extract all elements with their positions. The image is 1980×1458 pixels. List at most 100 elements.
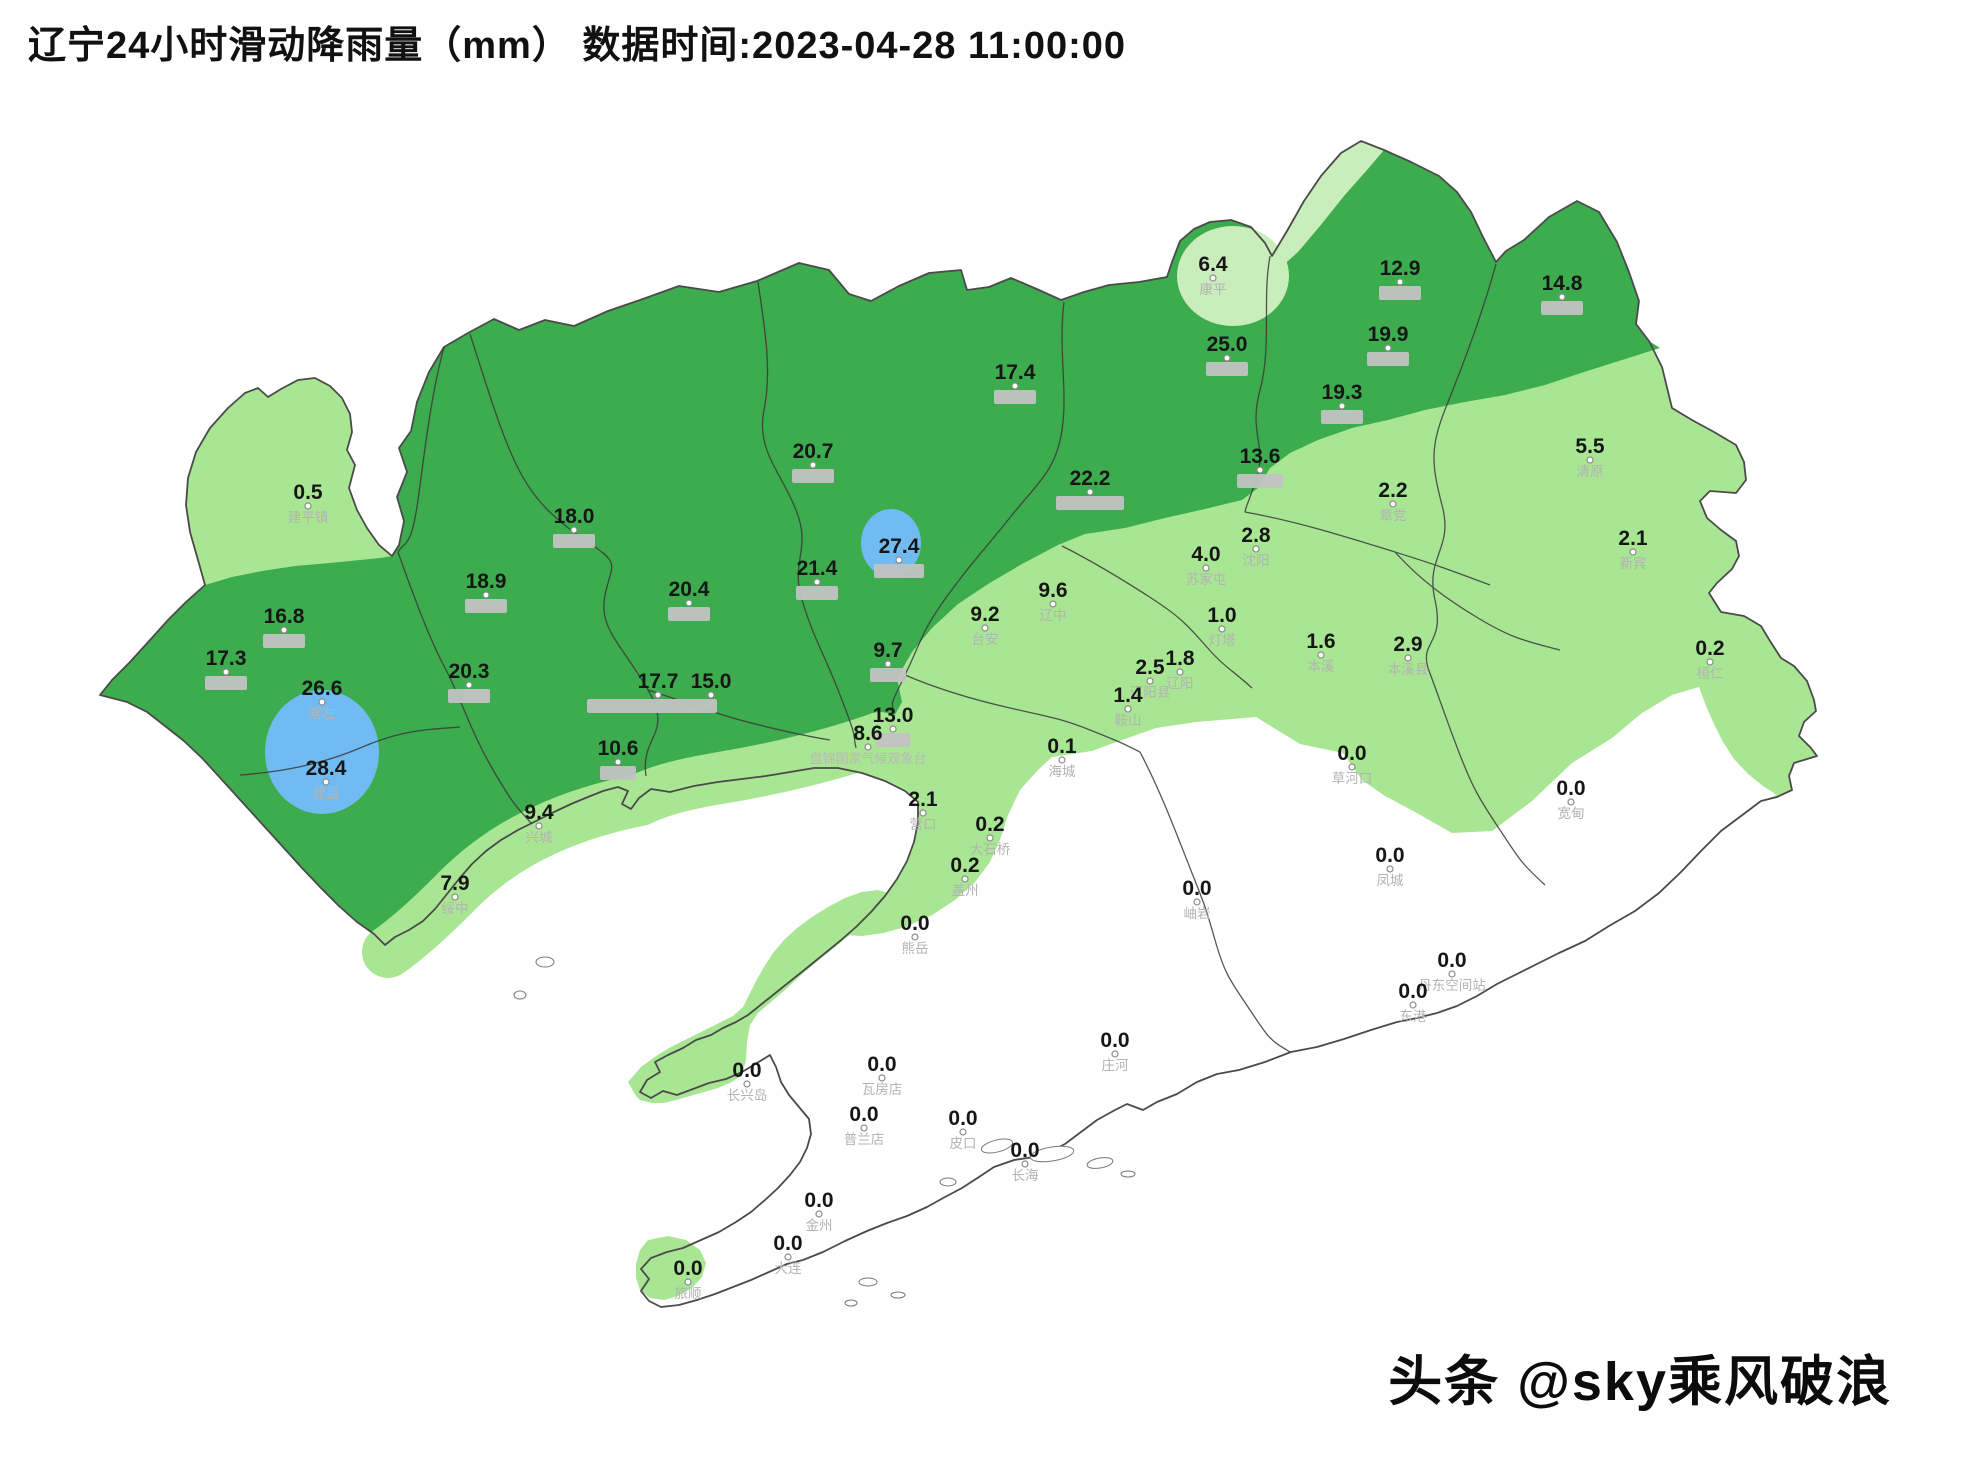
station-name: 盖州 bbox=[952, 883, 979, 898]
station-marker: 27.4 bbox=[874, 535, 924, 578]
station-value: 0.1 bbox=[1047, 735, 1077, 758]
station-dot bbox=[1124, 705, 1132, 713]
station-marker: 9.6 辽中 bbox=[1038, 579, 1067, 623]
station-marker: 28.4 建昌 bbox=[306, 757, 347, 801]
station-marker: 2.1 新宾 bbox=[1618, 527, 1648, 571]
station-dot bbox=[322, 778, 330, 786]
station-dot bbox=[535, 822, 543, 830]
station-marker: 0.0 东港 bbox=[1398, 980, 1427, 1024]
station-name-blurred bbox=[1056, 496, 1124, 510]
region-pale-pocket bbox=[1177, 226, 1289, 326]
station-name-blurred bbox=[1541, 301, 1583, 315]
station-marker: 0.5 建平镇 bbox=[288, 481, 329, 525]
station-name-blurred bbox=[1206, 362, 1248, 376]
station-value: 18.0 bbox=[554, 505, 595, 528]
station-name-blurred bbox=[587, 699, 717, 713]
station-marker: 0.0 熊岳 bbox=[900, 912, 929, 956]
watermark: 头条 @sky乘风破浪 bbox=[1388, 1352, 1892, 1412]
station-name: 绥中 bbox=[442, 901, 469, 916]
station-name: 普兰店 bbox=[844, 1132, 885, 1147]
station-name-blurred bbox=[876, 733, 910, 747]
station-value: 6.4 bbox=[1198, 253, 1228, 276]
station-name: 辽中 bbox=[1040, 608, 1067, 623]
station-value: 2.1 bbox=[908, 788, 938, 811]
station-name-blurred bbox=[465, 599, 507, 613]
station-value: 17.7 bbox=[638, 670, 679, 693]
station-name: 草河口 bbox=[1332, 771, 1373, 786]
station-marker: 0.0 旅顺 bbox=[673, 1257, 702, 1301]
station-value: 9.6 bbox=[1038, 579, 1067, 602]
station-name-blurred bbox=[1379, 286, 1421, 300]
station-name: 沈阳 bbox=[1243, 553, 1270, 568]
station-dot bbox=[654, 691, 662, 699]
station-dot bbox=[784, 1253, 792, 1261]
region-pale-fringe bbox=[1272, 141, 1384, 268]
station-marker: 4.0 苏家屯 bbox=[1186, 543, 1227, 587]
station-name-blurred bbox=[1321, 410, 1363, 424]
station-value: 26.6 bbox=[302, 677, 343, 700]
station-marker: 17.7 bbox=[638, 670, 679, 699]
station-marker: 0.0 金州 bbox=[804, 1189, 833, 1233]
station-marker: 0.0 大连 bbox=[773, 1232, 802, 1276]
station-marker: 0.2 盖州 bbox=[950, 854, 979, 898]
station-dot bbox=[813, 578, 821, 586]
station-dot bbox=[614, 758, 622, 766]
station-dot bbox=[1706, 658, 1714, 666]
station-value: 28.4 bbox=[306, 757, 347, 780]
station-value: 9.7 bbox=[873, 639, 902, 662]
station-dot bbox=[280, 626, 288, 634]
station-value: 14.8 bbox=[1542, 272, 1583, 295]
station-value: 13.0 bbox=[873, 704, 914, 727]
station-dot bbox=[1111, 1050, 1119, 1058]
station-value: 20.7 bbox=[793, 440, 834, 463]
station-dot bbox=[1223, 354, 1231, 362]
station-value: 10.6 bbox=[598, 737, 639, 760]
station-marker: 20.3 bbox=[448, 660, 490, 703]
station-marker: 0.2 大石桥 bbox=[970, 813, 1011, 857]
station-layer: 0.5 建平镇 6.4 康平 25.0 17.4 12.9 14.8 19.9 19.3 5.5 清原… bbox=[205, 253, 1725, 1301]
station-name: 皮口 bbox=[950, 1136, 977, 1151]
station-marker: 1.6 本溪 bbox=[1306, 630, 1335, 674]
station-dot bbox=[1011, 382, 1019, 390]
station-dot bbox=[1252, 545, 1260, 553]
station-value: 21.4 bbox=[797, 557, 838, 580]
station-value: 8.6 bbox=[853, 722, 882, 745]
station-dot bbox=[1404, 654, 1412, 662]
station-name: 宽甸 bbox=[1558, 805, 1585, 821]
station-marker: 9.7 bbox=[870, 639, 906, 682]
station-name: 本溪 bbox=[1308, 659, 1336, 674]
station-marker: 0.0 皮口 bbox=[948, 1107, 977, 1151]
station-name: 东港 bbox=[1400, 1009, 1428, 1024]
station-dot bbox=[864, 743, 872, 751]
station-name: 长海 bbox=[1012, 1168, 1039, 1183]
station-marker: 25.0 bbox=[1206, 333, 1248, 376]
station-name: 鞍山 bbox=[1115, 713, 1142, 728]
station-marker: 0.0 长海 bbox=[1010, 1139, 1039, 1183]
station-dot bbox=[685, 599, 693, 607]
islands bbox=[513, 956, 1136, 1307]
station-dot bbox=[222, 668, 230, 676]
station-dot bbox=[1409, 1001, 1417, 1009]
station-name: 海城 bbox=[1049, 764, 1077, 779]
station-name: 新宾 bbox=[1620, 556, 1647, 571]
station-marker: 8.6 盘锦国家气候观象台 bbox=[809, 722, 926, 766]
station-name: 桓仁 bbox=[1697, 666, 1724, 681]
station-marker: 0.0 瓦房店 bbox=[862, 1053, 903, 1097]
page-title: 辽宁24小时滑动降雨量（mm） 数据时间:2023-04-28 11:00:00 bbox=[28, 25, 1127, 67]
station-name: 岫岩 bbox=[1184, 906, 1211, 921]
station-value: 17.3 bbox=[206, 647, 247, 670]
station-marker: 0.0 凤城 bbox=[1375, 844, 1404, 888]
station-name-blurred bbox=[870, 668, 906, 682]
station-value: 0.2 bbox=[950, 854, 979, 877]
station-name: 金州 bbox=[806, 1218, 833, 1233]
station-value: 2.5 bbox=[1135, 656, 1165, 679]
station-marker: 16.8 bbox=[263, 605, 305, 648]
station-name: 瓦房店 bbox=[862, 1082, 903, 1097]
station-name-blurred bbox=[600, 766, 636, 780]
station-marker: 1.0 灯塔 bbox=[1207, 604, 1236, 648]
station-name-blurred bbox=[1367, 352, 1409, 366]
station-marker: 0.0 宽甸 bbox=[1556, 777, 1585, 821]
station-dot bbox=[961, 875, 969, 883]
station-value: 0.2 bbox=[975, 813, 1004, 836]
